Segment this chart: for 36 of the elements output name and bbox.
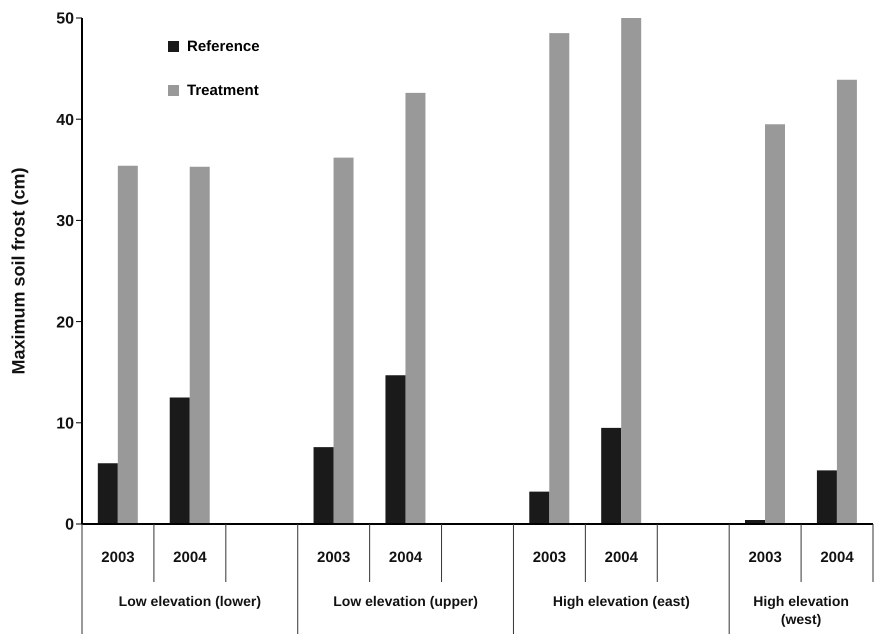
text: High elevation (east) <box>552 592 691 610</box>
bar <box>529 492 550 524</box>
y-tick-label: 0 <box>65 516 74 534</box>
bar <box>621 18 642 524</box>
y-tick-label: 20 <box>56 314 74 332</box>
legend-label: Treatment <box>187 82 259 99</box>
x-tick-label: 2004 <box>604 549 639 566</box>
legend-label: Reference <box>187 38 260 55</box>
y-axis-title: Maximum soil frost (cm) <box>8 167 28 375</box>
x-tick-label: 2004 <box>388 549 423 566</box>
x-tick-label: 2004 <box>820 549 854 566</box>
x-tick-label: 2003 <box>316 549 350 566</box>
x-tick-label: 2004 <box>173 549 208 566</box>
bar <box>314 447 334 524</box>
bar <box>549 33 570 524</box>
x-tick-label: 2003 <box>748 549 782 566</box>
y-tick-label: 50 <box>56 10 74 28</box>
bar <box>170 398 190 524</box>
y-tick-label: 30 <box>56 213 74 230</box>
bar <box>118 166 138 524</box>
text: Low elevation (upper) <box>332 592 479 610</box>
bar <box>601 428 622 524</box>
bar <box>816 470 837 524</box>
text: Low elevation (lower) <box>118 592 262 610</box>
x-tick-label: 2003 <box>532 549 566 566</box>
bar <box>836 80 857 524</box>
y-tick-label: 40 <box>56 112 74 129</box>
bar <box>385 375 406 524</box>
x-tick-label: 2003 <box>101 549 135 566</box>
y-tick-label: 10 <box>56 415 74 432</box>
bar <box>765 124 785 524</box>
text: High elevation (west) <box>752 592 850 628</box>
bar <box>98 463 118 524</box>
bar <box>405 92 426 524</box>
bar <box>334 158 354 524</box>
bar <box>190 166 210 524</box>
